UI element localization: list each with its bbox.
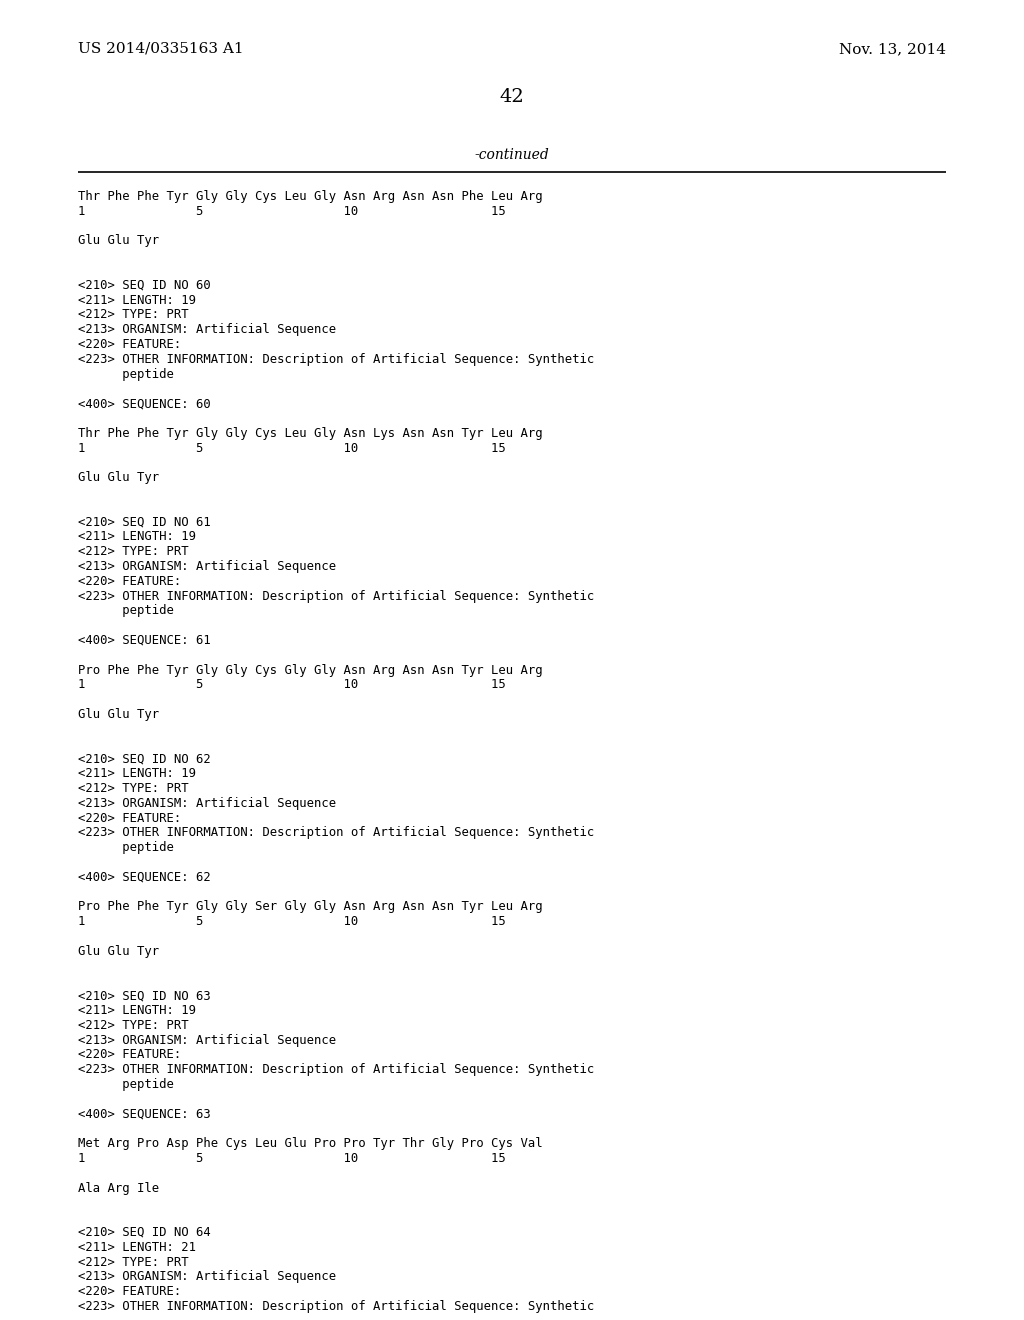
Text: <400> SEQUENCE: 60: <400> SEQUENCE: 60 (78, 397, 211, 411)
Text: <212> TYPE: PRT: <212> TYPE: PRT (78, 781, 188, 795)
Text: <210> SEQ ID NO 63: <210> SEQ ID NO 63 (78, 989, 211, 1002)
Text: <213> ORGANISM: Artificial Sequence: <213> ORGANISM: Artificial Sequence (78, 560, 336, 573)
Text: peptide: peptide (78, 605, 174, 618)
Text: <223> OTHER INFORMATION: Description of Artificial Sequence: Synthetic: <223> OTHER INFORMATION: Description of … (78, 1300, 594, 1313)
Text: 1               5                   10                  15: 1 5 10 15 (78, 678, 506, 692)
Text: 1               5                   10                  15: 1 5 10 15 (78, 915, 506, 928)
Text: <211> LENGTH: 19: <211> LENGTH: 19 (78, 293, 196, 306)
Text: <210> SEQ ID NO 62: <210> SEQ ID NO 62 (78, 752, 211, 766)
Text: 1               5                   10                  15: 1 5 10 15 (78, 1152, 506, 1166)
Text: Glu Glu Tyr: Glu Glu Tyr (78, 471, 159, 484)
Text: Pro Phe Phe Tyr Gly Gly Ser Gly Gly Asn Arg Asn Asn Tyr Leu Arg: Pro Phe Phe Tyr Gly Gly Ser Gly Gly Asn … (78, 900, 543, 913)
Text: Met Arg Pro Asp Phe Cys Leu Glu Pro Pro Tyr Thr Gly Pro Cys Val: Met Arg Pro Asp Phe Cys Leu Glu Pro Pro … (78, 1138, 543, 1150)
Text: <223> OTHER INFORMATION: Description of Artificial Sequence: Synthetic: <223> OTHER INFORMATION: Description of … (78, 826, 594, 840)
Text: peptide: peptide (78, 1078, 174, 1092)
Text: US 2014/0335163 A1: US 2014/0335163 A1 (78, 42, 244, 55)
Text: <220> FEATURE:: <220> FEATURE: (78, 574, 181, 587)
Text: <220> FEATURE:: <220> FEATURE: (78, 812, 181, 825)
Text: Thr Phe Phe Tyr Gly Gly Cys Leu Gly Asn Lys Asn Asn Tyr Leu Arg: Thr Phe Phe Tyr Gly Gly Cys Leu Gly Asn … (78, 426, 543, 440)
Text: <213> ORGANISM: Artificial Sequence: <213> ORGANISM: Artificial Sequence (78, 1034, 336, 1047)
Text: <211> LENGTH: 21: <211> LENGTH: 21 (78, 1241, 196, 1254)
Text: <212> TYPE: PRT: <212> TYPE: PRT (78, 545, 188, 558)
Text: <400> SEQUENCE: 62: <400> SEQUENCE: 62 (78, 871, 211, 884)
Text: <223> OTHER INFORMATION: Description of Artificial Sequence: Synthetic: <223> OTHER INFORMATION: Description of … (78, 1063, 594, 1076)
Text: Glu Glu Tyr: Glu Glu Tyr (78, 708, 159, 721)
Text: 42: 42 (500, 88, 524, 106)
Text: <400> SEQUENCE: 61: <400> SEQUENCE: 61 (78, 634, 211, 647)
Text: <212> TYPE: PRT: <212> TYPE: PRT (78, 309, 188, 321)
Text: <213> ORGANISM: Artificial Sequence: <213> ORGANISM: Artificial Sequence (78, 1270, 336, 1283)
Text: <400> SEQUENCE: 63: <400> SEQUENCE: 63 (78, 1107, 211, 1121)
Text: <223> OTHER INFORMATION: Description of Artificial Sequence: Synthetic: <223> OTHER INFORMATION: Description of … (78, 590, 594, 603)
Text: 1               5                   10                  15: 1 5 10 15 (78, 205, 506, 218)
Text: <210> SEQ ID NO 60: <210> SEQ ID NO 60 (78, 279, 211, 292)
Text: <210> SEQ ID NO 61: <210> SEQ ID NO 61 (78, 516, 211, 528)
Text: <223> OTHER INFORMATION: Description of Artificial Sequence: Synthetic: <223> OTHER INFORMATION: Description of … (78, 352, 594, 366)
Text: <211> LENGTH: 19: <211> LENGTH: 19 (78, 1005, 196, 1016)
Text: <220> FEATURE:: <220> FEATURE: (78, 338, 181, 351)
Text: Nov. 13, 2014: Nov. 13, 2014 (839, 42, 946, 55)
Text: <212> TYPE: PRT: <212> TYPE: PRT (78, 1255, 188, 1269)
Text: <220> FEATURE:: <220> FEATURE: (78, 1286, 181, 1298)
Text: 1               5                   10                  15: 1 5 10 15 (78, 442, 506, 454)
Text: <213> ORGANISM: Artificial Sequence: <213> ORGANISM: Artificial Sequence (78, 323, 336, 337)
Text: <210> SEQ ID NO 64: <210> SEQ ID NO 64 (78, 1226, 211, 1239)
Text: <211> LENGTH: 19: <211> LENGTH: 19 (78, 531, 196, 544)
Text: <220> FEATURE:: <220> FEATURE: (78, 1048, 181, 1061)
Text: <211> LENGTH: 19: <211> LENGTH: 19 (78, 767, 196, 780)
Text: peptide: peptide (78, 367, 174, 380)
Text: peptide: peptide (78, 841, 174, 854)
Text: <212> TYPE: PRT: <212> TYPE: PRT (78, 1019, 188, 1032)
Text: Pro Phe Phe Tyr Gly Gly Cys Gly Gly Asn Arg Asn Asn Tyr Leu Arg: Pro Phe Phe Tyr Gly Gly Cys Gly Gly Asn … (78, 664, 543, 677)
Text: Glu Glu Tyr: Glu Glu Tyr (78, 945, 159, 958)
Text: <213> ORGANISM: Artificial Sequence: <213> ORGANISM: Artificial Sequence (78, 797, 336, 809)
Text: Thr Phe Phe Tyr Gly Gly Cys Leu Gly Asn Arg Asn Asn Phe Leu Arg: Thr Phe Phe Tyr Gly Gly Cys Leu Gly Asn … (78, 190, 543, 203)
Text: Ala Arg Ile: Ala Arg Ile (78, 1181, 159, 1195)
Text: Glu Glu Tyr: Glu Glu Tyr (78, 235, 159, 247)
Text: -continued: -continued (475, 148, 549, 162)
